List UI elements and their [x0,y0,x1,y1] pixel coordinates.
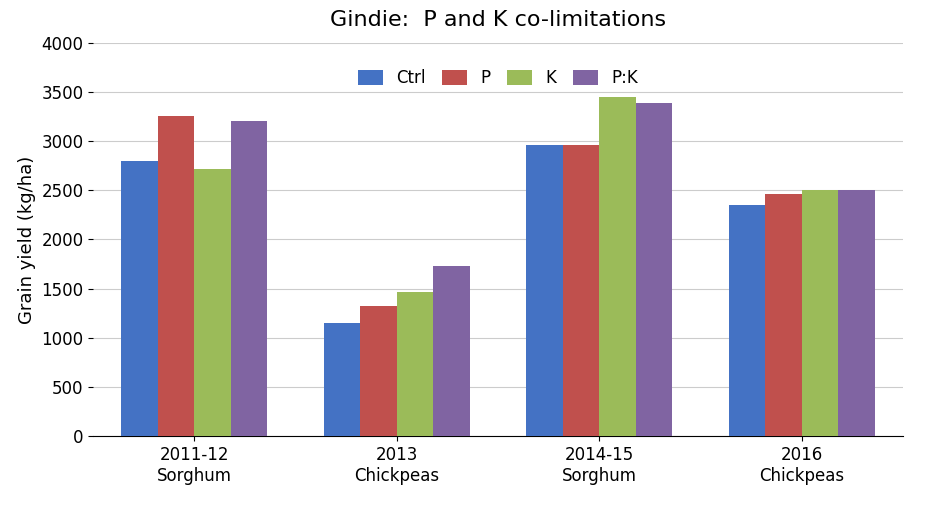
Bar [397,292,433,436]
Bar [802,190,838,436]
Bar [195,169,231,436]
Bar [121,161,158,436]
Bar [158,117,195,436]
Bar [636,103,672,436]
Bar [563,145,600,436]
Bar [600,97,636,436]
Bar [231,121,267,436]
Bar [526,145,563,436]
Bar [838,190,875,436]
Bar [729,205,765,436]
Bar [360,306,397,436]
Legend: Ctrl, P, K, P:K: Ctrl, P, K, P:K [351,63,645,94]
Bar [433,266,470,436]
Bar [765,194,802,436]
Bar [324,323,360,436]
Title: Gindie:  P and K co-limitations: Gindie: P and K co-limitations [330,10,667,30]
Y-axis label: Grain yield (kg/ha): Grain yield (kg/ha) [18,155,35,323]
